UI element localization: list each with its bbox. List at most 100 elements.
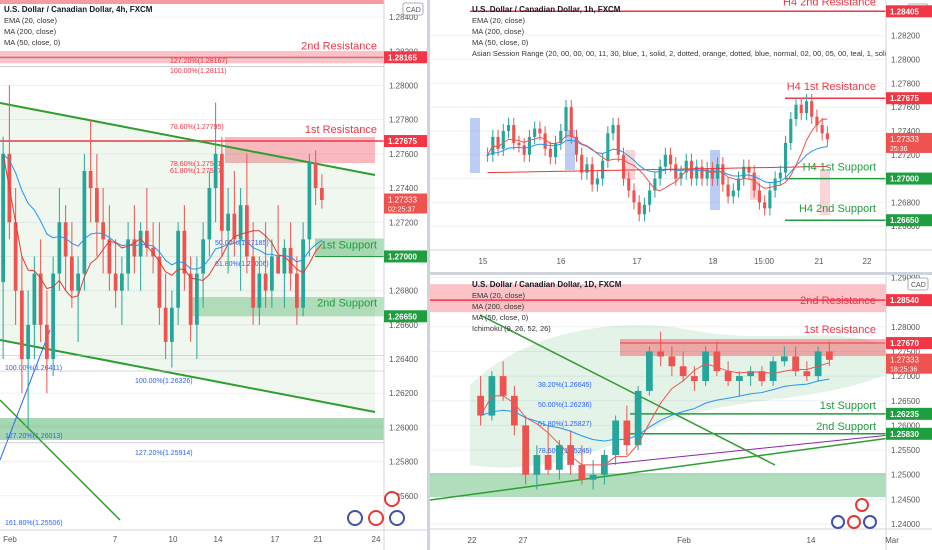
y-tick-label: 1.27500: [891, 347, 920, 356]
candle-1h-body: [669, 154, 673, 165]
candle-4h-body: [238, 205, 243, 240]
candle-1h-body: [658, 166, 662, 179]
support-zone-2: [192, 297, 384, 317]
candle-4h-body: [88, 170, 93, 189]
candle-1h-body: [486, 154, 490, 156]
indicator-label: MA (50, close, 0): [4, 38, 61, 47]
candle-1d-body: [792, 356, 799, 372]
candle-4h-body: [107, 239, 112, 274]
countdown-text: 02:25:37: [388, 207, 415, 214]
fib-label: 127.20%(1.26013): [5, 433, 63, 440]
candle-1d-body: [578, 464, 586, 480]
candle-1d-body: [634, 390, 642, 446]
candle-1h-body: [533, 128, 537, 137]
current-price-text: 1.27333: [890, 135, 919, 144]
y-tick-label: 1.27200: [891, 151, 920, 160]
candle-4h-body: [51, 273, 55, 360]
fib-label: 78.60%(1.27795): [170, 124, 224, 131]
y-tick-label: 1.26600: [891, 222, 920, 231]
candle-4h-body: [320, 188, 324, 201]
fib-label: 61.80%(1.27006): [215, 261, 269, 268]
candle-4h-body: [282, 247, 287, 274]
level-price-tag: [886, 294, 932, 307]
price-axis-bg: [384, 0, 427, 550]
ma-200-line: [599, 434, 891, 466]
indicator-label: MA (50, close, 0): [472, 313, 529, 322]
indicator-label: EMA (20, close): [472, 291, 525, 300]
candle-4h-body: [38, 273, 43, 325]
ema-20-line: [480, 378, 830, 442]
candle-4h-body: [263, 273, 268, 291]
trend-line-down: [0, 399, 121, 521]
level-price-text: 1.25830: [890, 430, 919, 439]
y-tick-label: 1.24500: [891, 495, 920, 504]
currency-badge: [402, 2, 424, 16]
indicator-label: Ichimoku (9, 26, 52, 26): [472, 324, 551, 333]
y-tick-label: 1.26800: [891, 198, 920, 207]
candle-4h-body: [313, 162, 318, 189]
level-price-text: 1.28165: [388, 53, 417, 62]
candle-4h-body: [151, 247, 155, 257]
y-tick-label: 1.27000: [891, 372, 920, 381]
candle-1d-body: [736, 376, 743, 382]
x-tick-label: Feb: [3, 535, 17, 544]
candle-1h-body: [663, 154, 667, 167]
indicator-label: MA (200, close): [472, 302, 525, 311]
candle-1h-body: [789, 119, 793, 143]
candle-1h-body: [763, 202, 767, 209]
candle-4h-body: [163, 307, 168, 342]
currency-badge: [907, 277, 929, 291]
asian-session-box: [470, 118, 480, 173]
ma-50-line: [487, 118, 828, 192]
level-price-tag: [384, 310, 427, 323]
candle-1d-body: [567, 445, 574, 465]
candle-1h-body: [742, 166, 746, 179]
ema-20-line: [2, 153, 323, 270]
x-tick-label: 14: [214, 535, 223, 544]
indicator-label: EMA (20, close): [472, 16, 525, 25]
candle-4h-body: [201, 239, 205, 274]
fib-label: 50.00%(1.27185): [215, 240, 269, 247]
y-tick-label: 1.27400: [389, 184, 418, 193]
candle-1d-body: [556, 445, 563, 470]
candle-1h-body: [585, 164, 589, 173]
candle-1h-body: [815, 116, 819, 125]
level-price-tag: [886, 337, 932, 350]
x-tick-label: 22: [863, 257, 872, 266]
candle-1h-body: [768, 190, 772, 209]
y-tick-label: 1.25000: [891, 471, 920, 480]
y-tick-label: 1.27600: [389, 150, 418, 159]
candle-1d-body: [589, 474, 597, 480]
chart-title: U.S. Dollar / Canadian Dollar, 4h, FXCM: [4, 5, 153, 14]
ema-20-line: [487, 139, 828, 184]
asian-session-box: [820, 170, 830, 215]
currency-label: CAD: [406, 7, 421, 14]
y-tick-label: 1.28400: [389, 13, 418, 22]
level-price-text: 1.26650: [890, 216, 919, 225]
level-price-text: 1.27000: [890, 175, 919, 184]
candle-1d-body: [747, 371, 754, 377]
candle-1d-body: [713, 351, 721, 372]
candle-1d-body: [612, 420, 619, 456]
level-price-text: 1.27675: [388, 137, 417, 146]
candle-1h-body: [700, 166, 704, 179]
candle-1d-body: [679, 366, 687, 377]
candle-4h-body: [226, 213, 230, 231]
y-tick-label: 1.26800: [389, 287, 418, 296]
candle-1h-body: [621, 154, 626, 179]
candle-1h-body: [721, 164, 725, 185]
fib-label: 127.20%(1.28167): [170, 58, 228, 65]
candle-1h-body: [543, 133, 547, 149]
candle-4h-body: [145, 230, 149, 248]
x-tick-label: 18: [709, 257, 718, 266]
x-tick-label: Mar: [885, 536, 899, 545]
candle-1h-body: [752, 172, 756, 191]
y-tick-label: 1.26000: [389, 423, 418, 432]
candle-1d-body: [533, 455, 541, 475]
candle-1h-body: [820, 125, 824, 134]
candle-1d-body: [781, 356, 788, 362]
candle-1h-body: [522, 145, 526, 155]
y-tick-label: 1.25500: [891, 446, 920, 455]
usdcad-1d-chart: 38.20%(1.26645) 50.00%(1.26236) 61.80%(1.2…: [430, 275, 932, 550]
x-tick-label: 16: [557, 257, 566, 266]
